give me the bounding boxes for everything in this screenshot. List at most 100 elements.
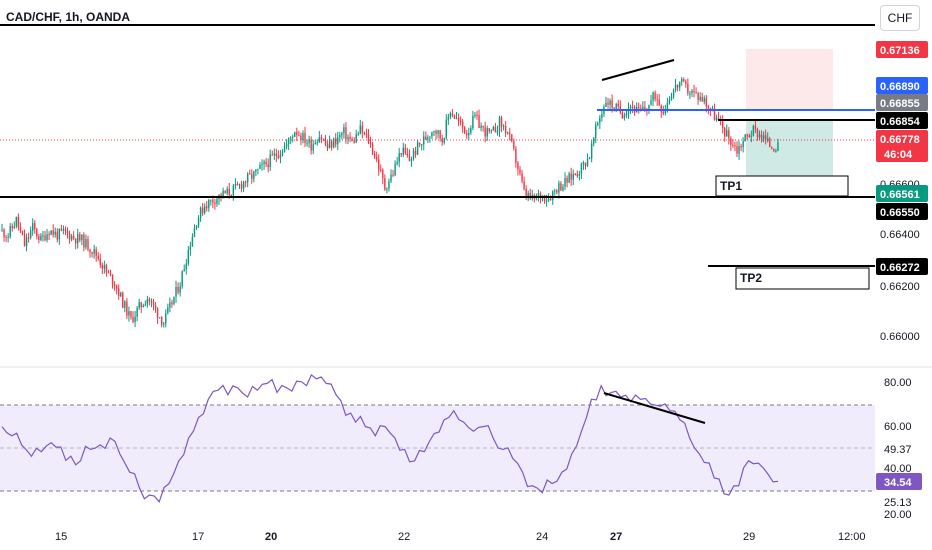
candle-body: [68, 232, 71, 240]
symbol-title: CAD/CHF, 1h, OANDA: [6, 10, 130, 24]
candle-body: [332, 138, 335, 148]
candle-body: [216, 199, 218, 204]
tp2-label[interactable]: TP2: [735, 267, 870, 290]
candle-body: [324, 140, 327, 145]
candle-body: [328, 141, 331, 149]
candle-body: [128, 311, 130, 316]
candle-body: [498, 117, 501, 131]
candle-body: [62, 229, 65, 231]
currency-button[interactable]: CHF: [880, 5, 920, 31]
candle-body: [693, 90, 695, 93]
candle-body: [193, 227, 196, 238]
candle-body: [77, 234, 79, 244]
candle-body: [152, 301, 155, 306]
price-divergence-trendline[interactable]: [601, 59, 675, 81]
candle-body: [451, 113, 454, 116]
rsi-line: [1, 373, 779, 503]
candle-body: [732, 144, 734, 146]
candle-body: [228, 188, 230, 196]
candle-body: [197, 217, 200, 226]
candle-body: [764, 135, 767, 141]
candle-body: [506, 132, 509, 134]
candle-body: [554, 190, 556, 192]
rsi-divergence-trendline[interactable]: [603, 392, 706, 424]
candle-body: [111, 274, 114, 285]
candle-body: [552, 191, 554, 201]
candle-body: [359, 125, 362, 135]
candle-body: [625, 113, 628, 116]
candle-body: [721, 120, 724, 128]
candle-body: [48, 234, 50, 236]
candle-body: [713, 108, 716, 121]
candle-body: [777, 142, 779, 151]
candle-body: [195, 225, 198, 228]
candle-body: [146, 299, 149, 305]
candle-body: [122, 292, 124, 308]
candle-body: [459, 121, 462, 123]
candle-body: [500, 117, 503, 127]
candle-body: [672, 90, 675, 97]
candle-body: [136, 307, 138, 317]
candle-body: [281, 152, 284, 155]
candle-body: [304, 132, 306, 143]
candle-body: [220, 194, 222, 197]
x-tick-20: 20: [265, 531, 277, 543]
candle-body: [494, 127, 497, 133]
candle-body: [144, 304, 147, 306]
candle-body: [371, 143, 374, 154]
candle-body: [652, 92, 654, 101]
badge-blue-level: 0.66890: [880, 81, 920, 93]
candle-body: [191, 237, 194, 247]
candle-body: [756, 129, 759, 138]
candle-body: [568, 173, 570, 183]
candle-body: [234, 183, 237, 186]
candle-body: [414, 150, 417, 155]
candle-body: [177, 286, 179, 293]
candle-body: [132, 317, 134, 322]
candle-body: [54, 231, 56, 235]
badge-tp2-price: 0.66272: [880, 262, 920, 274]
candle-body: [691, 90, 693, 94]
tp1-label[interactable]: TP1: [715, 175, 849, 197]
candle-body: [183, 269, 185, 272]
candle-body: [742, 141, 744, 148]
candle-body: [349, 136, 351, 140]
candle-body: [126, 301, 128, 316]
candle-body: [556, 190, 558, 193]
candle-body: [752, 125, 755, 136]
candle-body: [689, 93, 691, 95]
candle-body: [74, 238, 77, 244]
candle-body: [302, 132, 304, 141]
candle-body: [406, 153, 409, 156]
candle-body: [251, 174, 253, 179]
candle-body: [515, 148, 517, 163]
candle-body: [605, 102, 607, 107]
candle-body: [650, 100, 652, 105]
candle-body: [586, 158, 589, 167]
candle-body: [181, 271, 183, 287]
candle-body: [523, 181, 525, 189]
candle-body: [382, 170, 384, 179]
candle-body: [496, 130, 499, 133]
candle-body: [425, 136, 427, 140]
candle-body: [93, 249, 95, 254]
candle-body: [365, 133, 368, 135]
candle-body: [105, 265, 108, 273]
candle-body: [662, 111, 665, 114]
candle-body: [670, 96, 673, 100]
candle-body: [392, 174, 394, 176]
candle-body: [658, 99, 660, 106]
stop-loss-zone: [746, 49, 833, 110]
candle-body: [179, 286, 181, 293]
candle-body: [638, 106, 640, 109]
candle-body: [674, 84, 677, 91]
candle-body: [300, 135, 302, 141]
candle-body: [416, 142, 419, 155]
candle-body: [314, 143, 316, 145]
candle-body: [539, 193, 542, 198]
candle-body: [42, 235, 44, 237]
badge-entry-level: 0.66854: [880, 116, 921, 128]
candle-body: [609, 100, 611, 105]
candle-body: [275, 153, 278, 157]
